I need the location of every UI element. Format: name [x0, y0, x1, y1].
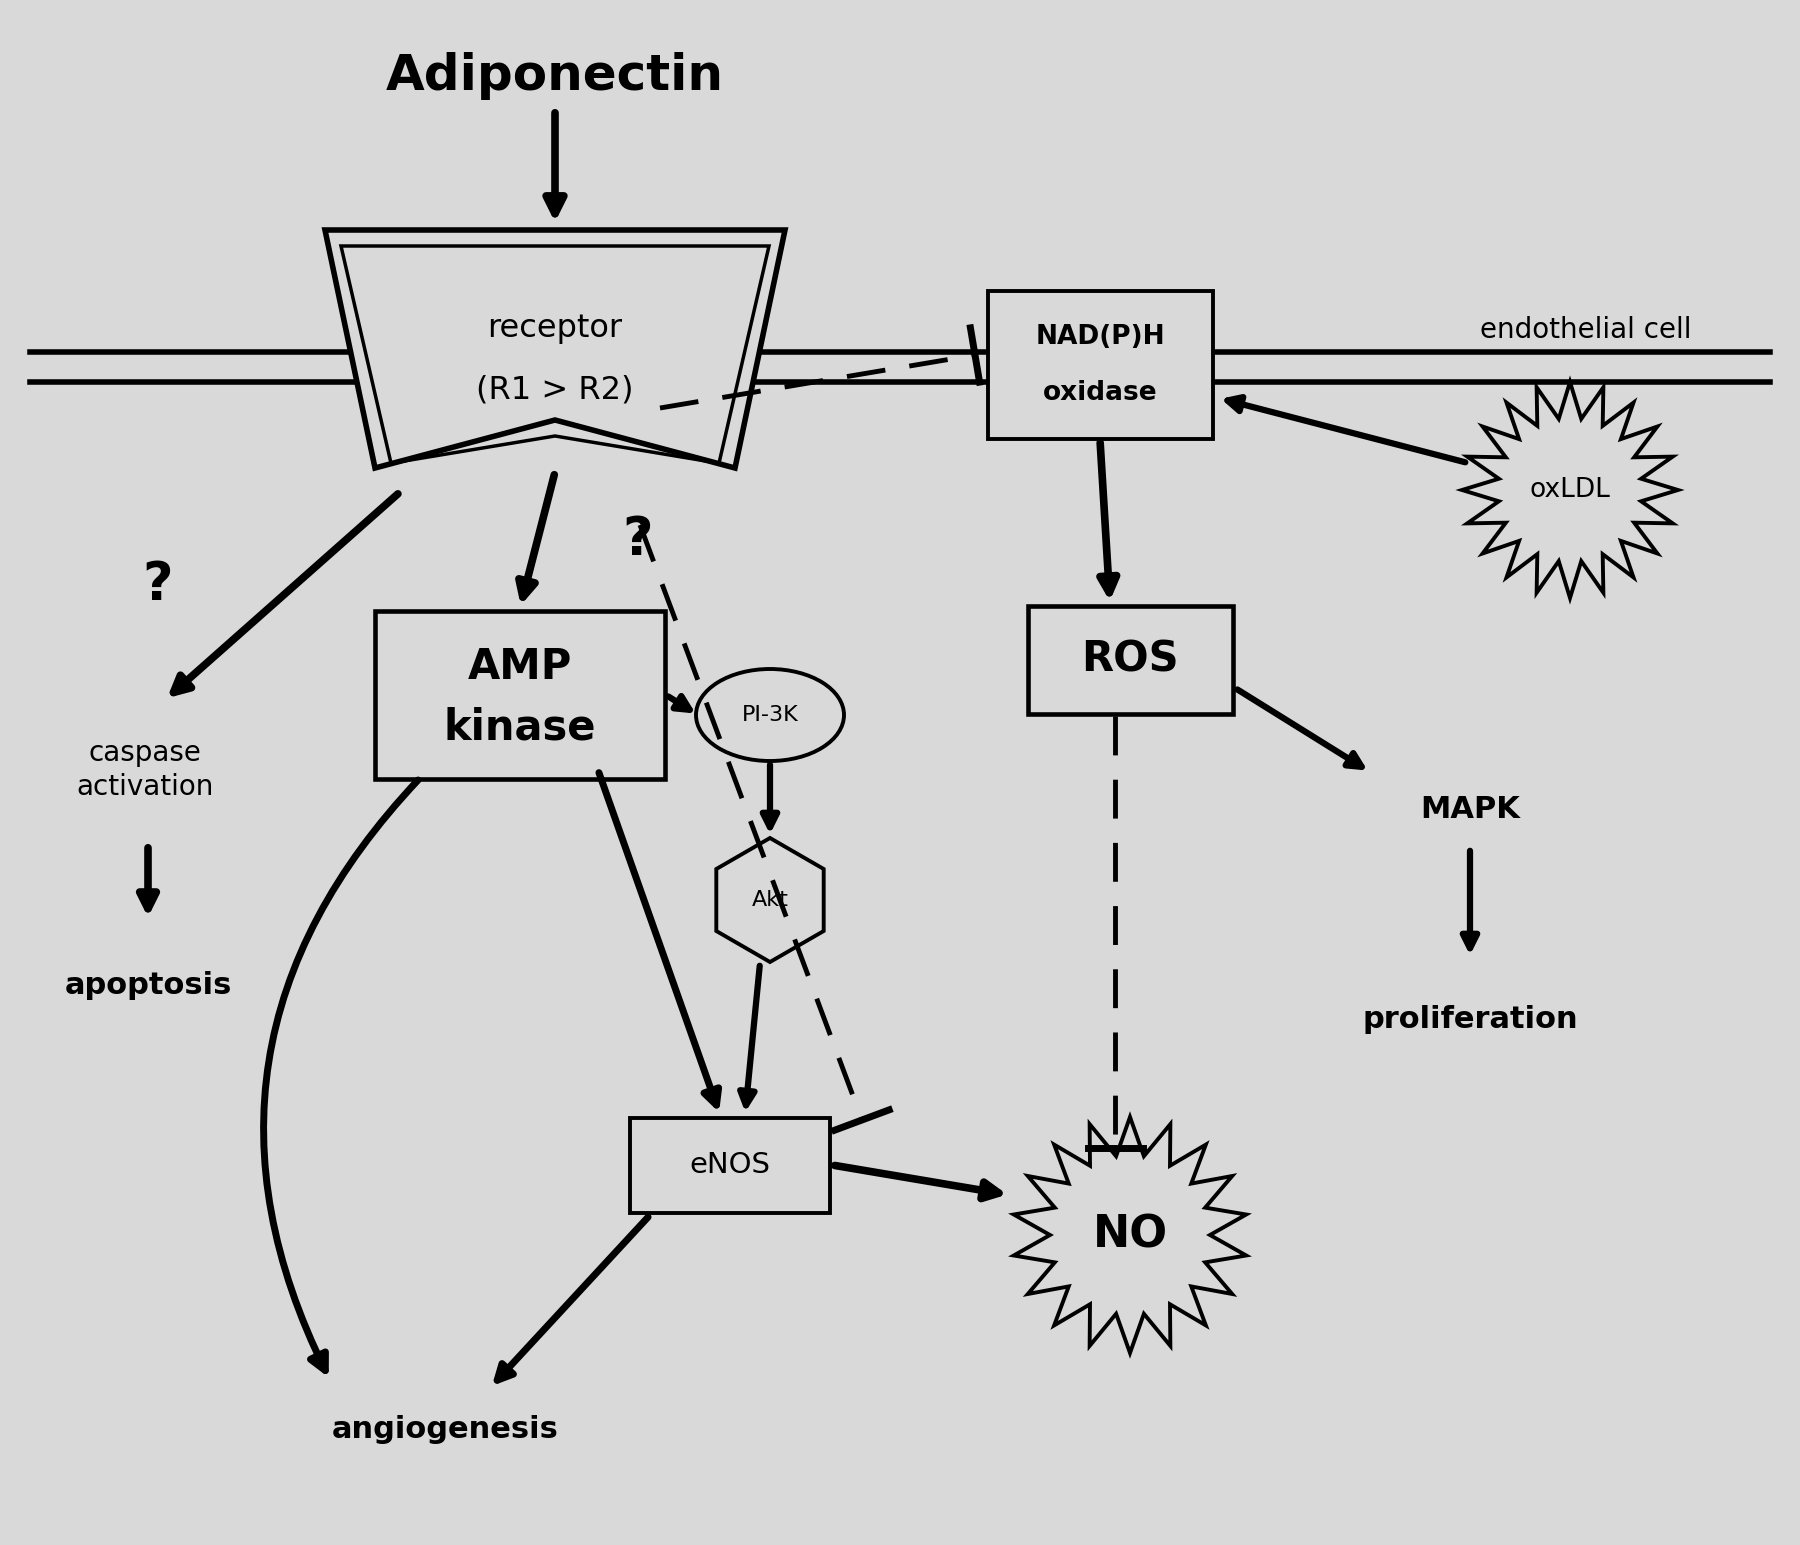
Text: ROS: ROS — [1082, 640, 1179, 681]
Polygon shape — [716, 837, 824, 963]
Text: oxidase: oxidase — [1042, 380, 1157, 406]
FancyBboxPatch shape — [374, 610, 664, 779]
Text: NO: NO — [1093, 1213, 1168, 1256]
Text: Akt: Akt — [752, 890, 788, 910]
Text: receptor: receptor — [488, 312, 623, 343]
Text: kinase: kinase — [445, 706, 596, 748]
Polygon shape — [326, 230, 785, 468]
Text: AMP: AMP — [468, 646, 572, 688]
Text: caspase
activation: caspase activation — [76, 739, 214, 802]
Text: oxLDL: oxLDL — [1530, 477, 1611, 504]
Ellipse shape — [697, 669, 844, 762]
Text: ?: ? — [142, 559, 173, 610]
FancyBboxPatch shape — [1028, 606, 1233, 714]
Polygon shape — [1462, 382, 1678, 598]
Polygon shape — [1013, 1117, 1246, 1353]
Text: Adiponectin: Adiponectin — [385, 53, 724, 100]
Text: MAPK: MAPK — [1420, 796, 1519, 825]
Text: PI-3K: PI-3K — [742, 705, 799, 725]
FancyBboxPatch shape — [630, 1117, 830, 1213]
Text: eNOS: eNOS — [689, 1151, 770, 1179]
Text: proliferation: proliferation — [1363, 1006, 1579, 1035]
Text: endothelial cell: endothelial cell — [1480, 317, 1692, 345]
Text: ?: ? — [623, 514, 653, 565]
Text: angiogenesis: angiogenesis — [331, 1415, 558, 1445]
Text: (R1 > R2): (R1 > R2) — [477, 374, 634, 405]
FancyBboxPatch shape — [988, 290, 1213, 439]
Text: NAD(P)H: NAD(P)H — [1035, 324, 1165, 351]
Text: apoptosis: apoptosis — [65, 970, 232, 1000]
